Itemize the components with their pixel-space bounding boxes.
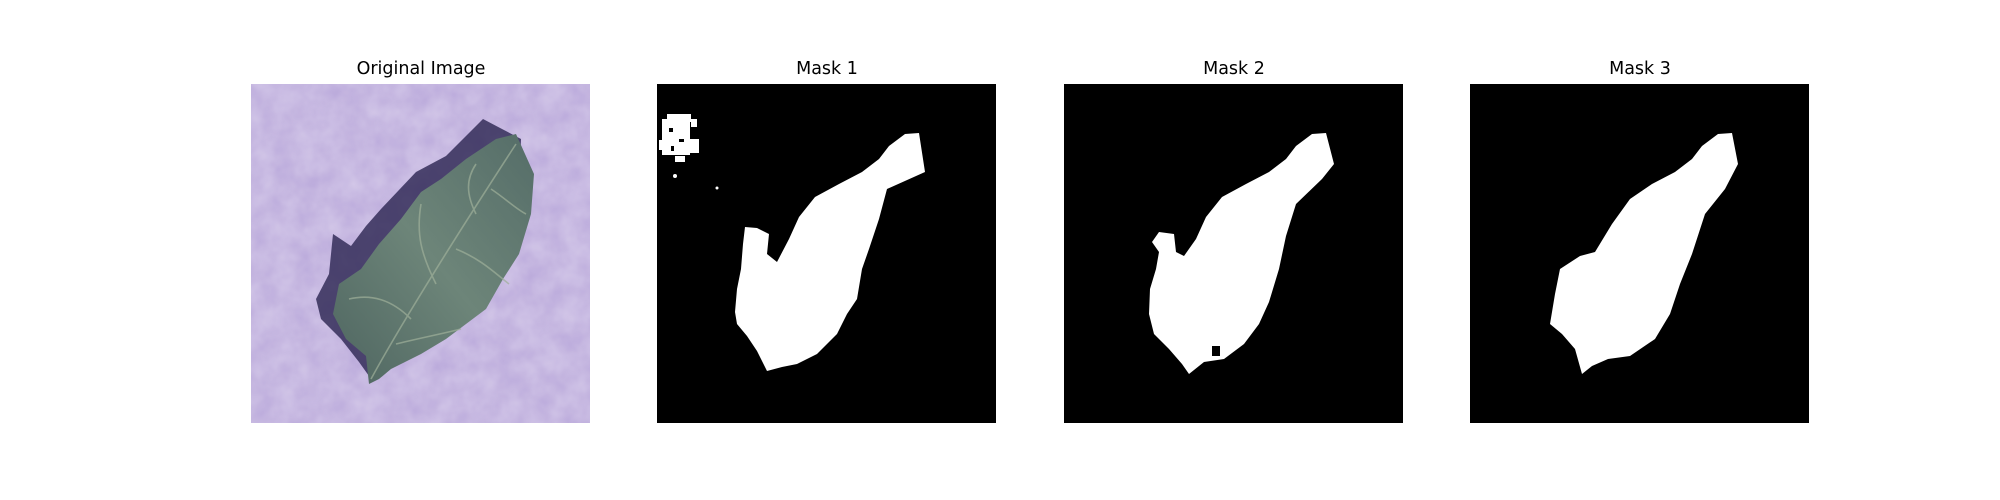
mask-3-region (1550, 133, 1738, 374)
panel-title-original-image: Original Image (356, 59, 486, 79)
original-image-panel (251, 84, 590, 423)
mask-2 (1064, 84, 1403, 423)
mask-1 (657, 84, 996, 423)
mask-3-panel (1470, 84, 1809, 423)
mask-2-panel (1064, 84, 1403, 423)
panel-title-mask-1: Mask 1 (796, 59, 858, 79)
leaf-shape (333, 134, 534, 384)
mask-2-region (1149, 133, 1334, 374)
mask-1-panel (657, 84, 996, 423)
mask-1-region (735, 133, 925, 371)
panel-title-mask-2: Mask 2 (1203, 59, 1265, 79)
panel-title-mask-3: Mask 3 (1609, 59, 1671, 79)
mask-3 (1470, 84, 1809, 423)
original-image (251, 84, 590, 423)
